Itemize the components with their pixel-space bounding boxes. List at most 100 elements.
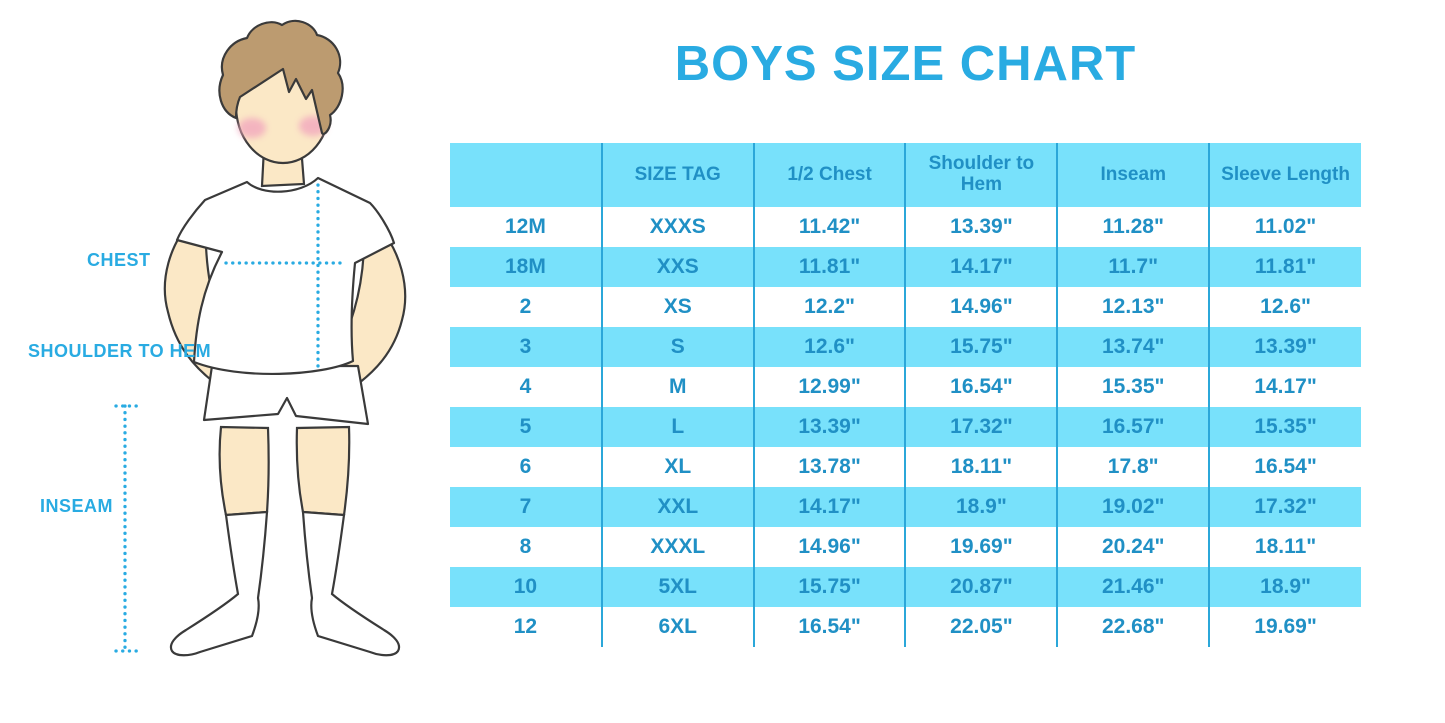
measurement-cell: 20.87" (904, 567, 1058, 607)
table-row: 6 XL 13.78" 18.11" 17.8" 16.54" (450, 447, 1361, 487)
size-cell: 8 (519, 535, 532, 558)
measurement-cell: 14.17" (752, 487, 906, 527)
size-tag-cell: XXL (600, 487, 754, 527)
table-row: 12 6XL 16.54" 22.05" 22.68" 19.69" (450, 607, 1361, 647)
left-thigh (218, 425, 270, 517)
table-row: 3 S 12.6" 15.75" 13.74" 13.39" (450, 327, 1361, 367)
size-cell: 3 (519, 335, 532, 358)
measurement-cell: 16.54" (1208, 447, 1361, 487)
left-sock (169, 510, 269, 657)
size-tag-cell: 6XL (600, 607, 754, 647)
page-title: BOYS SIZE CHART (674, 37, 1137, 91)
measurement-cell: 18.9" (1208, 567, 1361, 607)
table-row: 5 L 13.39" 17.32" 16.57" 15.35" (450, 407, 1361, 447)
size-cell: 12M (504, 215, 546, 238)
left-cheek (238, 118, 266, 138)
size-tag-cell: XXS (600, 247, 754, 287)
measurement-cell: 15.35" (1056, 367, 1210, 407)
column-header: Inseam (1056, 143, 1210, 207)
measurement-cell: 17.32" (1208, 487, 1361, 527)
measurement-cell: 11.28" (1056, 207, 1210, 247)
measurement-cell: 14.96" (752, 527, 906, 567)
right-thigh (295, 425, 351, 517)
measurement-cell: 22.05" (904, 607, 1058, 647)
measurement-cell: 20.24" (1056, 527, 1210, 567)
measurement-cell: 13.39" (1208, 327, 1361, 367)
size-cell: 12 (513, 615, 538, 638)
hair (218, 19, 344, 135)
measurement-cell: 11.42" (752, 207, 906, 247)
table-row: 12M XXXS 11.42" 13.39" 11.28" 11.02" (450, 207, 1361, 247)
measurement-cell: 18.11" (1208, 527, 1361, 567)
size-cell: 10 (513, 575, 538, 598)
measurement-cell: 15.75" (752, 567, 906, 607)
measurement-cell: 11.81" (1208, 247, 1361, 287)
measurement-cell: 12.6" (752, 327, 906, 367)
measurement-cell: 12.2" (752, 287, 906, 327)
measurement-cell: 13.74" (1056, 327, 1210, 367)
measurement-cell: 14.96" (904, 287, 1058, 327)
measurement-cell: 19.69" (1208, 607, 1361, 647)
size-tag-cell: XXXL (600, 527, 754, 567)
measurement-cell: 13.39" (752, 407, 906, 447)
right-sock (301, 510, 401, 657)
measurement-cell: 16.57" (1056, 407, 1210, 447)
measurement-cell: 17.32" (904, 407, 1058, 447)
table-row: 4 M 12.99" 16.54" 15.35" 14.17" (450, 367, 1361, 407)
measurement-cell: 19.02" (1056, 487, 1210, 527)
size-tag-cell: 5XL (600, 567, 754, 607)
inseam-label: INSEAM (40, 496, 114, 516)
measurement-cell: 12.99" (752, 367, 906, 407)
size-table: SIZE TAG 1/2 Chest Shoulder to Hem Inseam Sl… (450, 143, 1361, 647)
measurement-cell: 11.81" (752, 247, 906, 287)
size-table-body: 12M XXXS 11.42" 13.39" 11.28" 11.02" 18M XXS 11.… (450, 207, 1361, 647)
measurement-cell: 15.75" (904, 327, 1058, 367)
size-tag-cell: S (600, 327, 754, 367)
measurement-cell: 15.35" (1208, 407, 1361, 447)
measurement-cell: 12.6" (1208, 287, 1361, 327)
size-cell: 4 (519, 375, 532, 398)
size-tag-cell: M (600, 367, 754, 407)
measurement-cell: 11.7" (1056, 247, 1210, 287)
measurement-cell: 12.13" (1056, 287, 1210, 327)
size-cell: 7 (519, 495, 532, 518)
measurement-cell: 17.8" (1056, 447, 1210, 487)
size-tag-cell: L (600, 407, 754, 447)
size-cell: 2 (519, 295, 532, 318)
measurement-cell: 22.68" (1056, 607, 1210, 647)
measurement-cell: 19.69" (904, 527, 1058, 567)
table-row: 18M XXS 11.81" 14.17" 11.7" 11.81" (450, 247, 1361, 287)
shorts (202, 364, 370, 426)
measurement-cell: 16.54" (752, 607, 906, 647)
measurement-cell: 13.78" (752, 447, 906, 487)
table-row: 10 5XL 15.75" 20.87" 21.46" 18.9" (450, 567, 1361, 607)
measurement-cell: 14.17" (904, 247, 1058, 287)
table-header-row: SIZE TAG 1/2 Chest Shoulder to Hem Inseam Sl… (450, 143, 1361, 207)
table-row: 2 XS 12.2" 14.96" 12.13" 12.6" (450, 287, 1361, 327)
measurement-cell: 11.02" (1208, 207, 1361, 247)
size-tag-cell: XS (600, 287, 754, 327)
size-tag-cell: XL (600, 447, 754, 487)
chest-label: CHEST (87, 250, 151, 270)
measurement-cell: 18.9" (904, 487, 1058, 527)
size-tag-cell: XXXS (600, 207, 754, 247)
measurement-cell: 16.54" (904, 367, 1058, 407)
size-cell: 5 (519, 415, 532, 438)
table-row: 8 XXXL 14.96" 19.69" 20.24" 18.11" (450, 527, 1361, 567)
measurement-cell: 21.46" (1056, 567, 1210, 607)
size-table-head: SIZE TAG 1/2 Chest Shoulder to Hem Inseam Sl… (450, 143, 1361, 207)
column-header: Shoulder to Hem (904, 143, 1058, 207)
column-header-blank (450, 143, 602, 207)
shoulder-to-hem-label: SHOULDER TO HEM (28, 341, 212, 361)
size-cell: 6 (519, 455, 532, 478)
measurement-cell: 18.11" (904, 447, 1058, 487)
measurement-cell: 13.39" (904, 207, 1058, 247)
size-cell: 18M (504, 255, 546, 278)
column-header: SIZE TAG (600, 143, 754, 207)
measurement-cell: 14.17" (1208, 367, 1361, 407)
column-header: Sleeve Length (1208, 143, 1361, 207)
boy-illustration (114, 19, 407, 657)
table-row: 7 XXL 14.17" 18.9" 19.02" 17.32" (450, 487, 1361, 527)
t-shirt (175, 176, 396, 376)
